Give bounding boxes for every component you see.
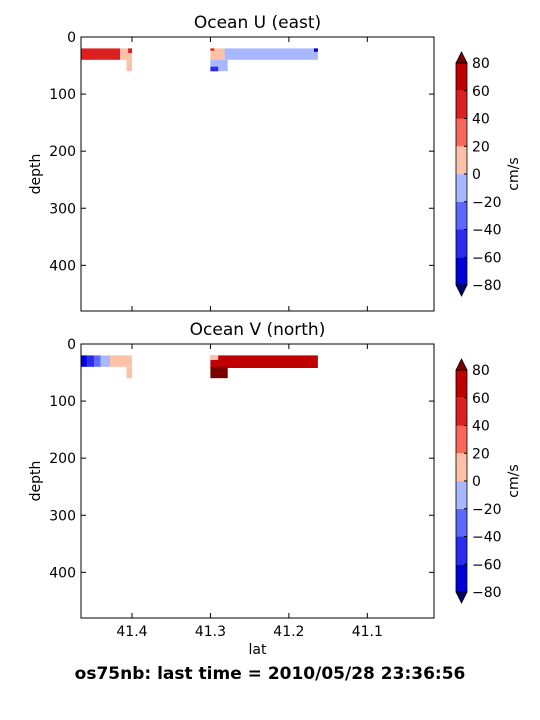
panel1-ytick-label: 300 [49,201,76,217]
panel2-data-cell [110,355,132,367]
panel1-colorbar-extend-max [455,51,468,64]
panel2-colorbar-band [456,425,467,454]
panel2-ytick-label: 100 [49,394,76,410]
panel2-colorbar-tick-label: 20 [472,446,490,462]
panel2-ytick-label: 400 [49,565,76,581]
panel1-ytick-label: 0 [67,30,76,46]
panel2-colorbar-band [456,481,467,509]
panel2-colorbar-tick-label: −40 [472,530,502,546]
panel1-data-cell [120,48,132,60]
panel1-colorbar-tick-label: −80 [472,278,502,294]
panel2-ytick-label: 0 [67,337,76,353]
panel2-xtick-label: 41.2 [273,624,304,640]
panel1-ytick-label: 200 [49,144,76,160]
panel2-xtick-label: 41.3 [195,624,226,640]
panel1-colorbar-band [456,118,467,147]
panel1-data-cell [210,59,228,72]
panel2-data-cell [210,355,219,360]
panel2-data-cell [126,366,132,379]
panel1-colorbar-band [456,257,467,286]
panel1-ytick-label: 100 [49,87,76,103]
panel1-data-cell [128,48,132,53]
panel1-colorbar-tick-label: 60 [472,84,490,100]
panel1-axes-frame [80,36,435,312]
panel2-colorbar-tick-label: 60 [472,391,490,407]
panel2-colorbar-band [456,508,467,537]
panel1-data-cell [210,66,219,72]
panel2-colorbar-label: cm/s [506,464,522,497]
panel1-colorbar-band [456,201,467,230]
panel2-colorbar-tick-label: −20 [472,502,502,518]
panel2-colorbar-tick-label: −80 [472,585,502,601]
panel2-ylabel: depth [28,461,44,502]
panel1-colorbar-tick-label: 40 [472,112,490,128]
panel1-colorbar-tick-label: 0 [472,167,481,183]
panel1-ytick-label: 400 [49,258,76,274]
panel2-colorbar-band [456,397,467,426]
panel1-data-cell [224,48,318,60]
panel2-ytick-label: 200 [49,451,76,467]
panel2-xtick-label: 41.4 [116,624,147,640]
panel1-colorbar-band [456,146,467,175]
panel2-colorbar-tick-label: 0 [472,474,481,490]
panel2-colorbar-extend-min [455,591,468,604]
panel1-colorbar-tick-label: 20 [472,139,490,155]
panel2-colorbar-tick-label: 40 [472,419,490,435]
panel1-colorbar-band [456,90,467,119]
panel2-colorbar-band [456,536,467,565]
panel1-colorbar-band [456,229,467,258]
panel1-colorbar-tick-label: −60 [472,250,502,266]
figure-suptitle: os75nb: last time = 2010/05/28 23:36:56 [74,664,466,684]
panel2-data-cell [210,366,228,379]
panel1-colorbar-label: cm/s [506,157,522,190]
panel2-data-cell [81,355,87,367]
panel2-axes-frame [80,343,435,619]
panel1-colorbar-tick-label: −40 [472,223,502,239]
panel1-colorbar-band [456,174,467,202]
panel1-colorbar-band [456,63,467,91]
panel1-data-cell [81,48,121,60]
panel2-colorbar-tick-label: 80 [472,363,490,379]
panel1-colorbar-tick-label: −20 [472,195,502,211]
panel1-colorbar-extend-min [455,284,468,297]
panel1-data-cell [314,48,318,52]
panel2-data-cell [86,355,95,367]
panel2-colorbar-band [456,370,467,398]
panel2-xtick-label: 41.1 [352,624,383,640]
panel2-colorbar-extend-max [455,358,468,371]
panel2-colorbar-band [456,453,467,482]
panel2-ytick-label: 300 [49,508,76,524]
panel2-colorbar-tick-label: −60 [472,557,502,573]
panel2-data-cell [94,355,101,367]
panel1-ylabel: depth [28,154,44,195]
panel1-data-cell [210,48,225,63]
panel2-title: Ocean V (north) [190,320,326,340]
panel2-xlabel: lat [249,642,267,658]
panel2-data-cell [100,355,110,367]
panel2-colorbar-band [456,564,467,593]
panel1-colorbar-tick-label: 80 [472,56,490,72]
panel1-data-cell [210,48,215,51]
panel1-title: Ocean U (east) [194,13,321,33]
panel1-data-cell [126,59,132,72]
panel2-data-cell [210,355,318,368]
